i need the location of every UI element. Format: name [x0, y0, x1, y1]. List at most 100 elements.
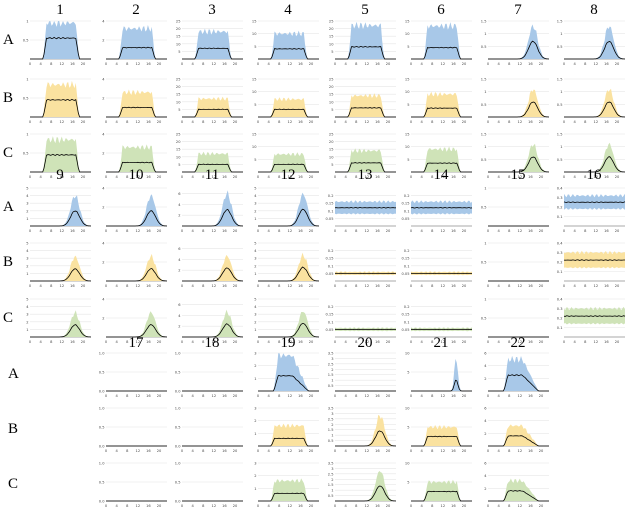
- x-tick-label: 12: [518, 229, 523, 233]
- y-tick-label: 6: [484, 407, 487, 411]
- x-tick-label: 0: [105, 175, 108, 179]
- x-tick-label: 20: [462, 175, 467, 179]
- x-tick-label: 16: [70, 340, 75, 344]
- x-tick-label: 12: [136, 394, 141, 398]
- y-tick-label: 2: [102, 317, 104, 321]
- x-tick-label: 4: [497, 504, 500, 508]
- mean-line: [258, 208, 320, 227]
- x-tick-label: 12: [136, 340, 141, 344]
- mean-line: [335, 485, 397, 502]
- y-tick-label: 1: [484, 298, 486, 302]
- x-tick-label: 4: [267, 62, 270, 66]
- mean-line: [106, 106, 167, 118]
- y-tick-label: 0.2: [328, 305, 334, 309]
- x-tick-label: 20: [157, 120, 162, 124]
- y-tick-label: 1: [26, 133, 28, 137]
- y-tick-label: 1.5: [557, 78, 563, 82]
- y-tick-label: 1.5: [328, 428, 334, 432]
- mean-line: [258, 437, 319, 447]
- x-tick-label: 0: [410, 340, 413, 344]
- y-tick-label: 4: [26, 305, 29, 309]
- x-tick-label: 4: [573, 175, 576, 179]
- x-tick-label: 12: [441, 504, 446, 508]
- x-tick-label: 8: [278, 229, 281, 233]
- x-tick-label: 12: [365, 120, 370, 124]
- y-tick-label: 15: [329, 148, 334, 152]
- x-tick-label: 16: [298, 340, 303, 344]
- y-tick-label: 1: [560, 90, 562, 94]
- y-tick-label: 1: [26, 78, 28, 82]
- panel-19-A: 3 2 1 0 4 8 12 16 20: [254, 352, 319, 398]
- x-tick-label: 0: [563, 175, 566, 179]
- y-tick-label: 2: [484, 377, 486, 381]
- panel-19-B: 3 2 1 0 4 8 12 16 20: [254, 407, 319, 453]
- x-tick-label: 8: [508, 175, 511, 179]
- x-tick-label: 12: [441, 120, 446, 124]
- x-tick-label: 0: [29, 120, 32, 124]
- y-tick-label: 0.15: [401, 257, 409, 261]
- y-tick-label: 1.5: [481, 20, 487, 24]
- variability-band: [30, 80, 91, 117]
- x-tick-label: 20: [462, 284, 467, 288]
- x-tick-label: 0: [181, 504, 184, 508]
- x-tick-label: 12: [136, 449, 141, 453]
- row-label-C: C: [3, 145, 14, 161]
- y-tick-label: 1.5: [481, 78, 487, 82]
- mean-line: [411, 435, 472, 447]
- panel-9-B: 5 4 3 2 1 0 4 8 12 16 20: [26, 242, 92, 288]
- y-tick-label: 6: [484, 462, 487, 466]
- x-tick-label: 4: [573, 62, 576, 66]
- y-tick-label: 15: [176, 35, 181, 39]
- x-tick-label: 4: [344, 504, 347, 508]
- y-tick-label: 2: [484, 487, 486, 491]
- y-tick-label: 4: [102, 242, 105, 246]
- x-tick-label: 12: [60, 175, 65, 179]
- x-tick-label: 4: [191, 449, 194, 453]
- y-tick-label: 2: [178, 325, 180, 329]
- x-tick-label: 4: [267, 449, 270, 453]
- y-tick-label: 25: [176, 133, 181, 137]
- x-tick-label: 4: [39, 284, 42, 288]
- x-tick-label: 12: [365, 449, 370, 453]
- x-tick-label: 0: [487, 340, 490, 344]
- x-tick-label: 8: [278, 284, 281, 288]
- y-tick-label: 0.0: [99, 445, 105, 449]
- x-tick-label: 4: [420, 394, 423, 398]
- x-tick-label: 8: [431, 340, 434, 344]
- y-tick-label: 10: [405, 90, 410, 94]
- x-tick-label: 0: [105, 394, 108, 398]
- panel-18-B: 1.0 0.5 0.00 4 8 12 16 20: [175, 407, 243, 453]
- x-tick-label: 20: [462, 504, 467, 508]
- panel-15-C: 1 0.5 0 4 8 12 16 20: [481, 298, 549, 344]
- x-tick-label: 16: [375, 340, 380, 344]
- x-tick-label: 16: [451, 340, 456, 344]
- y-tick-label: 2: [102, 206, 104, 210]
- x-tick-label: 0: [410, 175, 413, 179]
- x-tick-label: 4: [39, 62, 42, 66]
- y-tick-label: 3.5: [328, 352, 334, 356]
- y-tick-label: 15: [405, 78, 410, 82]
- x-tick-label: 8: [508, 62, 511, 66]
- x-tick-label: 0: [334, 449, 337, 453]
- x-tick-label: 8: [202, 394, 205, 398]
- panel-13-C: 0.2 0.15 0.1 0.05 0 4 8 12 16 20: [325, 305, 396, 344]
- x-tick-label: 16: [146, 394, 151, 398]
- panel-14-A: 0.2 0.15 0.1 0.05 0 4 8 12 16 20: [401, 194, 473, 233]
- x-tick-label: 0: [563, 229, 566, 233]
- y-tick-label: 25: [176, 78, 181, 82]
- x-tick-label: 12: [288, 229, 293, 233]
- y-tick-label: 20: [329, 27, 334, 31]
- y-tick-label: 4: [484, 474, 487, 478]
- row-label-A: A: [3, 199, 14, 215]
- x-tick-label: 8: [355, 284, 358, 288]
- y-tick-label: 4: [254, 194, 257, 198]
- panel-number-6: 6: [437, 2, 445, 18]
- x-tick-label: 8: [50, 340, 53, 344]
- y-tick-label: 2: [254, 320, 256, 324]
- mean-line: [258, 375, 319, 392]
- y-tick-label: 2: [102, 261, 104, 265]
- x-tick-label: 4: [191, 120, 194, 124]
- x-tick-label: 4: [420, 449, 423, 453]
- x-tick-label: 12: [518, 284, 523, 288]
- mean-line: [258, 163, 319, 173]
